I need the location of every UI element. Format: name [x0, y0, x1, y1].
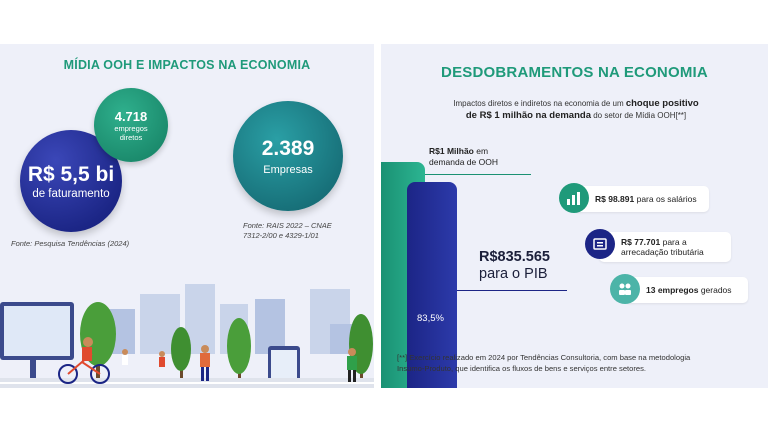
pib-text: para o PIB: [479, 266, 548, 282]
footnote-line1: [**] Exercício realizado em 2024 por Ten…: [397, 353, 691, 362]
cyclist-icon: [58, 337, 110, 384]
money-icon: [559, 183, 589, 213]
faturamento-label: de faturamento: [32, 187, 110, 200]
empregos-label-2: diretos: [119, 132, 143, 142]
intro-text: Impactos diretos e indiretos na economia…: [411, 98, 741, 122]
footnote: [**] Exercício realizado em 2024 por Ten…: [397, 352, 757, 374]
tax-icon: [585, 229, 615, 259]
arrecadacao-card: R$ 77.701 para a arrecadação tributária: [585, 229, 731, 262]
salarios-card: R$ 98.891 para os salários: [559, 183, 709, 213]
empregos-gerados-text: gerados: [698, 285, 732, 295]
arrecadacao-value: R$ 77.701: [621, 237, 661, 247]
intro-line2: do setor de Mídia OOH[**]: [590, 111, 687, 120]
demand-label: R$1 Milhão em demanda de OOH: [429, 146, 498, 168]
fonte-pesquisa: Fonte: Pesquisa Tendências (2024): [11, 239, 130, 248]
intro-bold1: choque positivo: [625, 98, 699, 109]
salarios-value: R$ 98.891: [595, 194, 635, 204]
empregos-circle: 4.718 empregos diretos: [94, 88, 168, 162]
empresas-value: 2.389: [261, 136, 315, 160]
left-panel: MÍDIA OOH E IMPACTOS NA ECONOMIA R$ 5,5 …: [0, 44, 374, 388]
faturamento-value: R$ 5,5 bi: [27, 162, 115, 186]
right-title: DESDOBRAMENTOS NA ECONOMIA: [441, 64, 708, 81]
intro-line1: Impactos diretos e indiretos na economia…: [453, 99, 626, 108]
pib-bar: [407, 182, 457, 388]
footnote-line2: Insumo-Produto, que identifica os fluxos…: [397, 364, 647, 373]
fonte-rais-line1: Fonte: RAIS 2022 – CNAE: [243, 221, 332, 230]
intro-bold2: de R$ 1 milhão na demanda: [465, 110, 591, 121]
demand-connector-line: [425, 174, 531, 175]
pib-label: R$835.565 para o PIB: [479, 249, 550, 283]
pib-connector-line: [457, 290, 567, 291]
demand-label-rest2: demanda de OOH: [429, 157, 498, 167]
empresas-label: Empresas: [263, 163, 313, 176]
pib-value: R$835.565: [479, 249, 550, 265]
right-panel: DESDOBRAMENTOS NA ECONOMIA Impactos dire…: [381, 44, 768, 388]
fonte-rais: Fonte: RAIS 2022 – CNAE 7312-2/00 e 4329…: [243, 221, 363, 241]
arrecadacao-text2: arrecadação tributária: [621, 247, 704, 257]
arrecadacao-text: para a: [660, 237, 687, 247]
empregos-value: 4.718: [114, 108, 148, 124]
salarios-text: para os salários: [634, 194, 697, 204]
fonte-rais-line2: 7312-2/00 e 4329-1/01: [243, 231, 319, 240]
empregos-label-1: empregos: [114, 123, 148, 133]
pib-bar-percent: 83,5%: [417, 313, 444, 324]
demand-label-rest1: em: [473, 146, 489, 156]
empregos-card: 13 empregos gerados: [610, 274, 748, 304]
demand-label-bold: R$1 Milhão: [429, 146, 474, 156]
empresas-circle: 2.389 Empresas: [233, 101, 343, 211]
empregos-gerados-value: 13 empregos: [646, 285, 699, 295]
pedestrian-icon: [200, 345, 210, 381]
workers-icon: [610, 274, 640, 304]
city-scene-illustration: [0, 284, 374, 388]
left-title: MÍDIA OOH E IMPACTOS NA ECONOMIA: [63, 58, 311, 72]
